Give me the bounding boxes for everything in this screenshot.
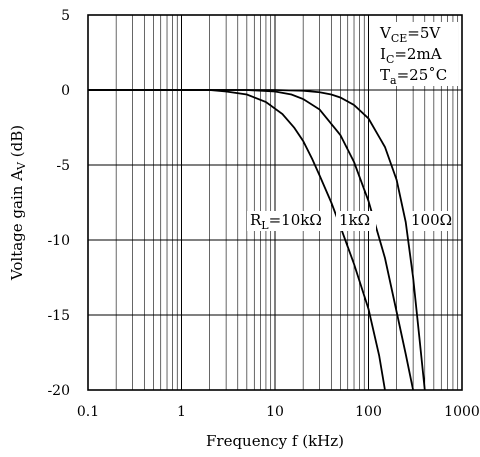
y-axis-label-sub: V: [15, 161, 28, 171]
plot-frame: [87, 14, 463, 391]
gain-curve: [88, 89, 426, 391]
condition-text: VCE=5V: [379, 24, 441, 45]
y-tick-label: -15: [47, 308, 70, 324]
y-tick-label: -5: [56, 158, 70, 174]
y-tick-label: 5: [61, 8, 70, 24]
x-axis-label: Frequency f (kHz): [206, 432, 344, 450]
series-labels: RL=10kΩ 1kΩ 100Ω: [247, 211, 452, 232]
condition-text: IC=2mA: [380, 45, 442, 66]
series-label: 1kΩ: [339, 211, 370, 229]
condition-text: Ta=25˚C: [380, 66, 447, 87]
x-tick-label: 1: [177, 404, 186, 420]
series-label-bg: [336, 211, 376, 231]
y-tick-label: 0: [61, 83, 70, 99]
series-label: RL=10kΩ: [250, 211, 322, 232]
series-label: 100Ω: [411, 211, 452, 229]
x-tick-label: 0.1: [77, 404, 99, 420]
y-axis-label: Voltage gain AV (dB): [8, 125, 28, 281]
conditions-box: [374, 22, 458, 86]
curves: [88, 89, 426, 391]
x-tick-label: 1000: [444, 404, 480, 420]
x-tick-label: 10: [266, 404, 284, 420]
gain-curve: [88, 89, 386, 391]
y-tick-label: -20: [47, 383, 70, 399]
y-axis-label-unit: (dB): [8, 125, 26, 162]
series-label-bg: [247, 211, 327, 231]
y-tick-label: -10: [47, 233, 70, 249]
y-axis-label-main: Voltage gain A: [8, 170, 26, 281]
x-tick-label: 100: [355, 404, 382, 420]
series-label-bg: [408, 211, 452, 231]
grid: [87, 14, 463, 391]
tick-labels: 0.1 1 10 100 1000 5 0 -5 -10 -15 -20: [47, 8, 479, 420]
